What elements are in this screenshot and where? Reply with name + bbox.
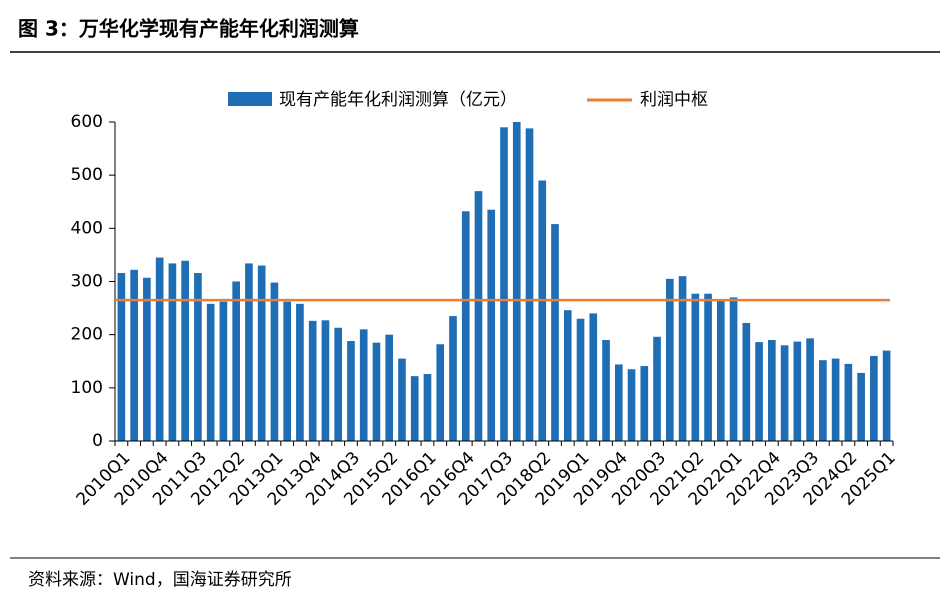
bar [308, 320, 317, 441]
bar [334, 327, 343, 441]
y-tick-label: 0 [92, 431, 103, 451]
bar [870, 355, 878, 441]
bar [640, 366, 649, 441]
bar [882, 350, 891, 441]
y-tick-label: 400 [71, 218, 103, 238]
bar [206, 303, 215, 441]
bar [321, 320, 330, 441]
bar [844, 363, 853, 441]
bar [168, 263, 177, 441]
bar [793, 341, 802, 441]
bar [385, 334, 394, 441]
bar [461, 211, 470, 441]
bar [563, 310, 572, 441]
bar [678, 276, 687, 441]
bar [551, 224, 559, 441]
bar [372, 342, 381, 441]
bar [665, 278, 674, 441]
bar [359, 329, 368, 441]
y-tick-label: 600 [71, 112, 103, 132]
bar [194, 272, 202, 441]
y-tick-label: 500 [71, 165, 103, 185]
chart-title: 图 3：万华化学现有产能年化利润测算 [18, 17, 359, 41]
bar [691, 293, 700, 441]
bar [602, 339, 610, 441]
bar [614, 364, 623, 441]
legend-label: 现有产能年化利润测算（亿元） [279, 90, 517, 110]
bar [257, 265, 266, 441]
bar [831, 358, 840, 441]
legend-swatch [228, 92, 272, 106]
bar [449, 316, 457, 441]
bar [143, 277, 151, 441]
bar [155, 257, 164, 441]
bar [500, 127, 508, 442]
bar [780, 345, 789, 441]
bar [398, 358, 406, 441]
bar [512, 122, 521, 441]
legend-label: 利润中枢 [640, 90, 708, 110]
bar [742, 322, 751, 441]
bar [474, 191, 483, 441]
bar [347, 341, 355, 441]
y-tick-label: 100 [71, 378, 103, 398]
y-tick-label: 200 [71, 325, 103, 345]
bar [576, 318, 585, 441]
bar [857, 372, 865, 441]
bar [436, 344, 445, 441]
bar [219, 301, 228, 441]
bar [653, 336, 661, 441]
bar [819, 360, 827, 441]
bar [755, 342, 763, 441]
bar [716, 301, 725, 441]
bar [232, 281, 240, 441]
bar [296, 303, 304, 441]
bar [410, 376, 419, 441]
bar [627, 369, 636, 441]
bar [245, 263, 253, 441]
bar [423, 374, 432, 441]
y-tick-label: 300 [71, 272, 103, 292]
bar [704, 293, 712, 441]
bar [130, 269, 138, 441]
bar [283, 301, 292, 441]
bar [270, 282, 279, 441]
bar [117, 272, 126, 441]
bar [538, 180, 547, 441]
bar [768, 339, 776, 441]
bar [806, 338, 814, 441]
bar [729, 297, 738, 441]
source: 资料来源：Wind，国海证券研究所 [28, 570, 292, 590]
bar [487, 209, 496, 441]
bar [525, 128, 534, 441]
bar [181, 260, 189, 441]
bar [589, 313, 598, 441]
